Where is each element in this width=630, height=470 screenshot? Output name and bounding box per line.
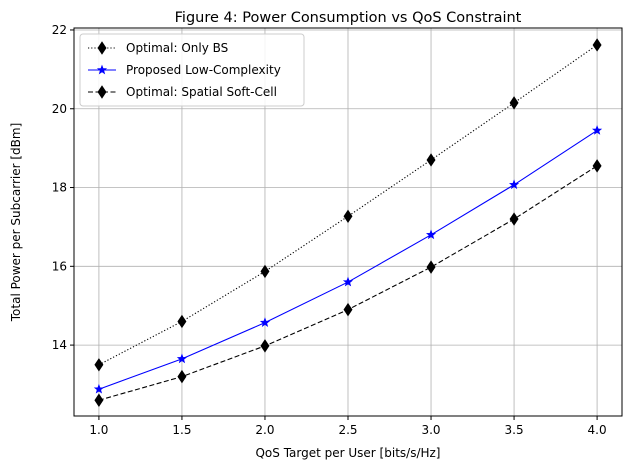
data-point bbox=[426, 153, 436, 167]
y-tick-label: 20 bbox=[52, 102, 67, 116]
legend-marker bbox=[97, 41, 107, 55]
y-tick-label: 16 bbox=[52, 259, 67, 273]
y-tick-label: 22 bbox=[52, 23, 67, 37]
legend-label: Proposed Low-Complexity bbox=[126, 63, 281, 77]
data-point bbox=[176, 353, 188, 364]
x-axis-label: QoS Target per User [bits/s/Hz] bbox=[255, 446, 440, 460]
data-point bbox=[94, 358, 104, 372]
data-point bbox=[177, 369, 187, 384]
data-point bbox=[94, 393, 104, 407]
x-axis-ticks: 1.0 1.5 2.0 2.5 3.0 3.5 4.0 bbox=[89, 416, 607, 437]
chart-title: Figure 4: Power Consumption vs QoS Const… bbox=[175, 10, 522, 26]
legend-label: Optimal: Spatial Soft-Cell bbox=[126, 85, 277, 99]
legend-entry: Proposed Low-Complexity bbox=[88, 63, 281, 77]
data-point bbox=[343, 209, 353, 224]
legend: Optimal: Only BS Proposed Low-Complexity O… bbox=[79, 33, 305, 107]
x-tick-label: 3.0 bbox=[421, 423, 440, 437]
data-point bbox=[426, 260, 436, 274]
data-point bbox=[592, 125, 603, 135]
y-axis-ticks: 14 16 18 20 22 bbox=[52, 23, 74, 352]
series-0 bbox=[94, 38, 602, 372]
data-point bbox=[259, 317, 271, 327]
legend-label: Optimal: Only BS bbox=[126, 41, 228, 55]
data-point bbox=[260, 339, 270, 353]
data-point bbox=[177, 314, 187, 329]
data-point bbox=[509, 212, 519, 226]
x-tick-label: 1.5 bbox=[172, 423, 191, 437]
data-point bbox=[592, 38, 602, 52]
x-tick-label: 2.5 bbox=[338, 423, 357, 437]
series-2 bbox=[94, 159, 602, 407]
y-axis-label: Total Power per Subcarrier [dBm] bbox=[9, 123, 23, 323]
x-tick-label: 2.0 bbox=[255, 423, 274, 437]
data-point bbox=[425, 229, 437, 240]
series-1 bbox=[93, 125, 603, 394]
x-tick-label: 3.5 bbox=[505, 423, 524, 437]
x-tick-label: 1.0 bbox=[89, 423, 108, 437]
y-tick-label: 14 bbox=[52, 338, 67, 352]
data-point bbox=[260, 264, 270, 279]
data-point bbox=[93, 383, 104, 394]
legend-marker bbox=[96, 64, 108, 75]
legend-entry: Optimal: Only BS bbox=[88, 41, 228, 55]
data-point bbox=[343, 302, 353, 317]
data-point bbox=[509, 96, 519, 110]
data-point bbox=[592, 159, 602, 173]
data-point bbox=[342, 276, 354, 287]
y-tick-label: 18 bbox=[52, 181, 67, 195]
x-tick-label: 4.0 bbox=[588, 423, 607, 437]
legend-entry: Optimal: Spatial Soft-Cell bbox=[88, 85, 277, 99]
plot-series bbox=[93, 38, 603, 407]
legend-marker bbox=[97, 85, 107, 99]
data-point bbox=[508, 179, 520, 190]
legend-box bbox=[79, 33, 305, 107]
